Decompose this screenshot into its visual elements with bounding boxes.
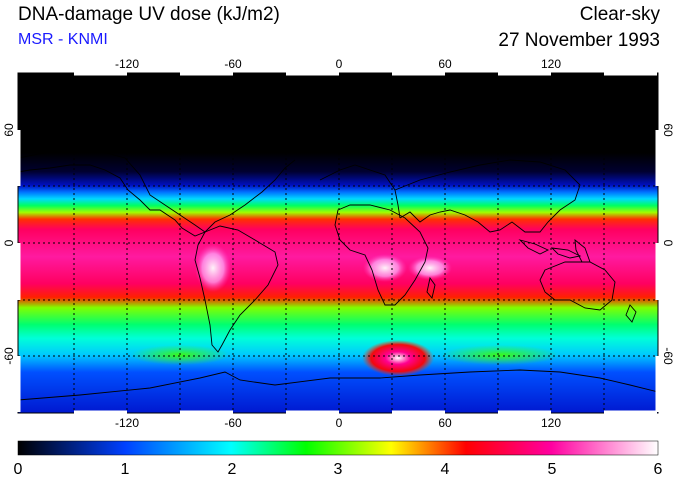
source-label: MSR - KNMI [18, 31, 108, 48]
colorbar-tick-label: 5 [548, 461, 557, 478]
sky-condition-label: Clear-sky [579, 4, 660, 25]
lat-tick-label-right: -60 [661, 347, 675, 365]
colorbar-tick-label: 1 [121, 461, 130, 478]
lon-tick-label-bottom: 120 [541, 416, 561, 430]
lat-tick-label-left: 0 [2, 239, 16, 246]
colorbar-tick-label: 6 [654, 461, 663, 478]
lat-tick-label-left: -60 [2, 347, 16, 365]
lon-tick-label-top: 120 [541, 57, 561, 71]
map-title: DNA-damage UV dose (kJ/m2) [18, 4, 280, 25]
colorbar-tick-label: 3 [334, 461, 343, 478]
lon-tick-label-bottom: -120 [115, 416, 139, 430]
lon-tick-label-top: -60 [224, 57, 242, 71]
lon-tick-label-bottom: 60 [438, 416, 452, 430]
lon-tick-label-top: -120 [115, 57, 139, 71]
date-label: 27 November 1993 [498, 30, 660, 51]
lat-tick-label-right: 60 [661, 123, 675, 137]
lon-tick-label-bottom: -60 [224, 416, 242, 430]
map-frame [17, 72, 659, 414]
graticule [18, 73, 658, 413]
colorbar-tick-label: 0 [14, 461, 23, 478]
lon-tick-label-top: 60 [438, 57, 452, 71]
colorbar [17, 440, 659, 456]
coastlines [18, 149, 658, 401]
colorbar-tick-label: 4 [441, 461, 450, 478]
colorbar-tick-label: 2 [228, 461, 237, 478]
lon-tick-label-top: 0 [336, 57, 343, 71]
lat-tick-label-left: 60 [2, 123, 16, 137]
lat-tick-label-right: 0 [661, 240, 675, 247]
lon-tick-label-bottom: 0 [336, 416, 343, 430]
